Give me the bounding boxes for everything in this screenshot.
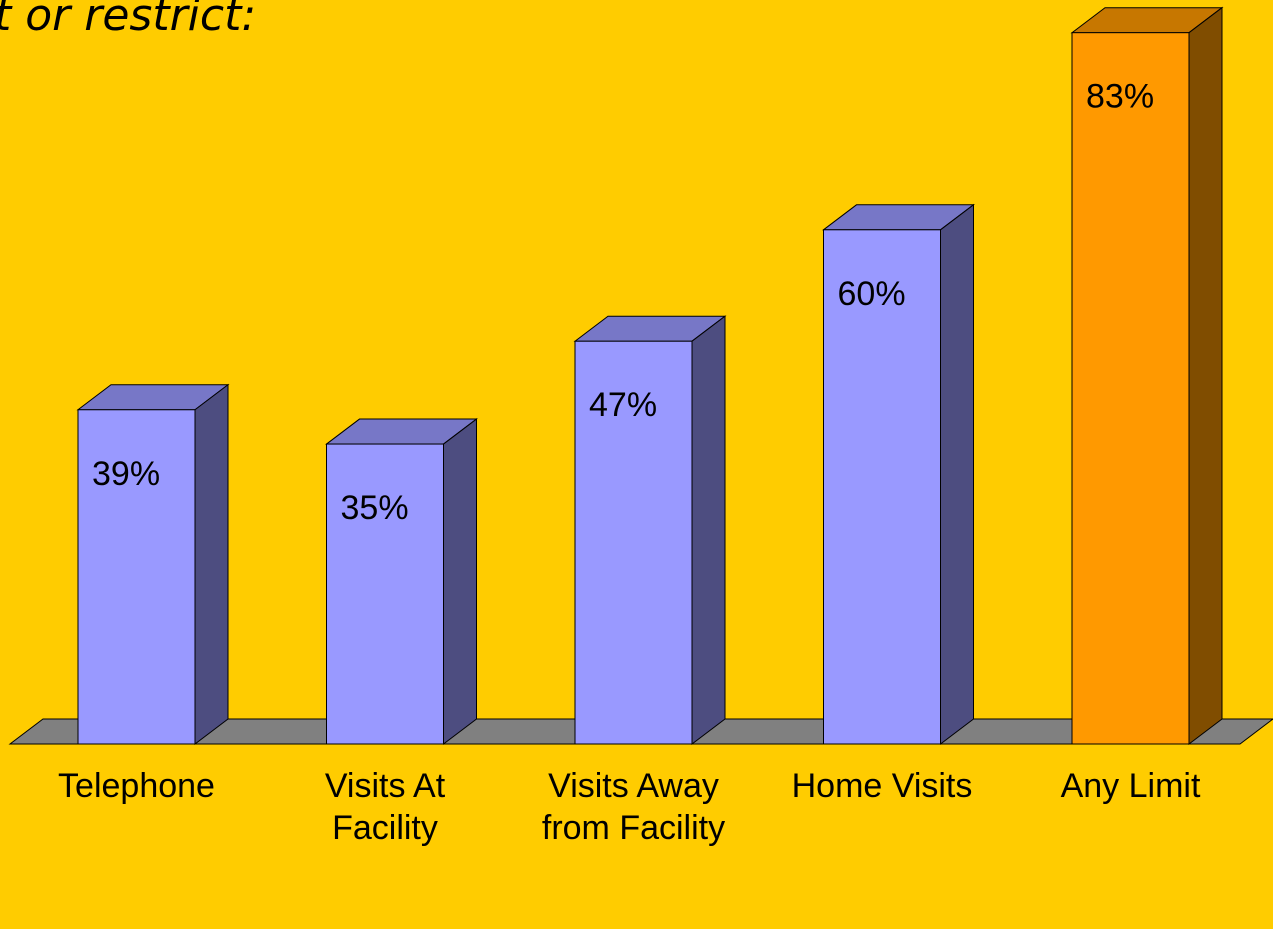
bar-side	[194, 383, 229, 746]
value-label: 60%	[838, 275, 906, 313]
bar	[823, 229, 941, 745]
x-tick-label: Visits At Facility	[324, 767, 446, 847]
x-tick-label: Telephone	[58, 767, 215, 805]
bar-side	[1188, 6, 1223, 746]
x-tick-label: Visits Away from Facility	[541, 767, 726, 847]
value-label: 35%	[341, 489, 409, 527]
bar	[326, 443, 444, 745]
bar	[1071, 32, 1190, 745]
x-tick-label: Any Limit	[1060, 767, 1201, 805]
x-tick-label: Home Visits	[791, 767, 973, 805]
bar-side	[443, 418, 477, 746]
value-label: 39%	[92, 455, 160, 493]
bar-side	[691, 315, 726, 746]
value-label: 47%	[589, 386, 657, 424]
bar	[77, 409, 196, 745]
value-label: 83%	[1086, 78, 1154, 116]
chart-title: t or restrict:	[0, 0, 256, 41]
bar-side	[940, 203, 974, 746]
bar	[574, 340, 693, 745]
